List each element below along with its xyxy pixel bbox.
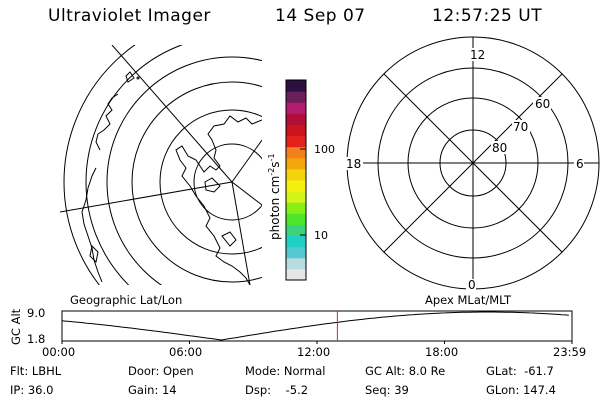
gain-info: Gain: 14 xyxy=(128,383,177,397)
mode-info: Mode: Normal xyxy=(245,364,326,378)
x-tick-label: 06:00 xyxy=(169,345,202,359)
glon-info: GLon: 147.4 xyxy=(486,383,556,397)
colorbar-segment xyxy=(286,157,306,170)
colorbar-segment xyxy=(286,191,306,203)
colorbar-segment xyxy=(286,180,306,192)
colorbar-segment xyxy=(286,202,306,214)
coastline xyxy=(204,177,221,193)
colorbar-tick-label: 100 xyxy=(314,143,335,156)
altitude-curve xyxy=(62,311,569,341)
colorbar-segment xyxy=(286,113,306,125)
colorbar-tick-label: 10 xyxy=(314,229,328,242)
colorbar xyxy=(286,80,306,281)
x-tick-label: 00:00 xyxy=(42,345,75,359)
colorbar-segment xyxy=(286,146,306,159)
date-label: 14 Sep 07 xyxy=(275,6,366,26)
door-info: Door: Open xyxy=(128,364,194,378)
colorbar-segment xyxy=(286,102,306,114)
coastline xyxy=(175,115,262,285)
colorbar-segment xyxy=(286,80,306,92)
colorbar-segment xyxy=(286,235,306,248)
meridian-line xyxy=(60,181,233,213)
colorbar-segment xyxy=(286,257,306,270)
x-tick-label: 23:59 xyxy=(553,345,586,359)
island xyxy=(136,76,140,80)
filter-info: Flt: LBHL xyxy=(10,364,62,378)
colorbar-segment xyxy=(286,268,306,281)
mlat-label-80: 80 xyxy=(492,141,507,155)
mlat-label-60: 60 xyxy=(535,97,550,111)
coastline xyxy=(95,93,119,151)
meridian-line xyxy=(231,139,262,183)
y-axis-label: GC Alt xyxy=(9,308,23,345)
altitude-plot xyxy=(61,310,573,344)
x-tick-label: 12:00 xyxy=(297,345,330,359)
meridian-line xyxy=(111,45,233,183)
y-tick-label: 1.8 xyxy=(27,332,45,346)
mlt-label-0: 0 xyxy=(468,278,476,292)
coastline xyxy=(81,167,103,283)
lat-circle xyxy=(106,56,262,285)
colorbar-segment xyxy=(286,224,306,237)
dsp-info: Dsp: -5.2 xyxy=(245,383,309,397)
mlt-label-12: 12 xyxy=(470,48,485,62)
mlt-label-18: 18 xyxy=(346,157,361,171)
coastline xyxy=(89,244,99,264)
coastline xyxy=(125,71,135,83)
altitude-plot-frame xyxy=(61,310,573,342)
colorbar-segment xyxy=(286,246,306,259)
gc-alt-info: GC Alt: 8.0 Re xyxy=(365,364,446,378)
colorbar-segment xyxy=(286,91,306,103)
mlt-label-6: 6 xyxy=(576,157,584,171)
y-tick-label: 9.0 xyxy=(27,306,45,320)
coastline xyxy=(221,231,237,247)
ip-info: IP: 36.0 xyxy=(10,383,54,397)
lat-circle xyxy=(85,45,184,285)
magnetic-polar-plot xyxy=(346,36,600,290)
instrument-title: Ultraviolet Imager xyxy=(48,6,211,26)
glat-info: GLat: -61.7 xyxy=(486,364,554,378)
colorbar-segment xyxy=(286,124,306,137)
meridian-line xyxy=(231,181,251,285)
lat-circle xyxy=(131,81,262,283)
lat-circle xyxy=(159,109,262,255)
colorbar-frame xyxy=(285,79,307,281)
colorbar-segment xyxy=(286,213,306,225)
mlt-line xyxy=(383,73,563,253)
x-tick-label: 18:00 xyxy=(425,345,458,359)
meridian-line xyxy=(231,181,262,206)
geographic-map xyxy=(60,45,262,285)
colorbar-segment xyxy=(286,135,306,148)
time-label: 12:57:25 UT xyxy=(432,6,543,26)
magnetic-map-label: Apex MLat/MLT xyxy=(425,293,512,307)
colorbar-unit-label: photon cm-2s-1 xyxy=(267,153,282,240)
colorbar-segment xyxy=(286,168,306,181)
lat-circle xyxy=(193,143,262,221)
lat-circle xyxy=(63,45,136,285)
seq-info: Seq: 39 xyxy=(365,383,409,397)
mlat-label-70: 70 xyxy=(513,120,528,134)
geographic-map-label: Geographic Lat/Lon xyxy=(70,293,182,307)
